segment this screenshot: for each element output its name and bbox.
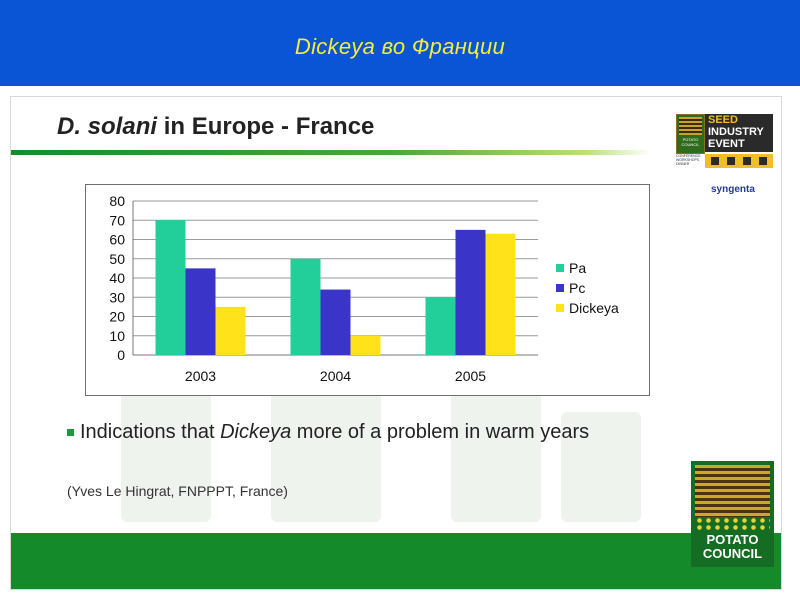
bar-chart: 0 10 20 30 40 50 60 70 80 2003 2004 2005 Pa Pc Dickeya: [109, 193, 619, 384]
banner-title: Dickeya во Франции: [294, 34, 506, 59]
chart-frame: 0 10 20 30 40 50 60 70 80 2003 2004 2005 Pa Pc Dickeya: [85, 184, 650, 396]
y-tick-label: 80: [109, 193, 125, 209]
event-tiles: [705, 154, 773, 168]
y-tick-label: 30: [109, 289, 125, 305]
slide-title-italic: D. solani: [57, 113, 158, 140]
potato-council-line1: POTATO: [706, 532, 759, 547]
y-tick-label: 20: [109, 309, 125, 325]
bullet-square-icon: [67, 429, 74, 436]
y-tick-label: 60: [109, 232, 125, 248]
y-tick-label: 50: [109, 251, 125, 267]
seed-industry-event-text: SEED INDUSTRY EVENT: [705, 114, 773, 152]
legend-swatch-dickeya: [556, 304, 564, 312]
x-tick-label: 2005: [455, 368, 486, 384]
potato-field-graphic: [695, 465, 770, 517]
slide: D. solani in Europe - France POTATO COUN…: [10, 96, 782, 590]
legend-label-pa: Pa: [569, 260, 586, 276]
bullet-text: Indications that Dickeya more of a probl…: [80, 420, 687, 445]
syngenta-logo: syngenta: [711, 184, 755, 195]
legend-label-pc: Pc: [569, 280, 585, 296]
bar-dickeya-2003: [215, 306, 246, 355]
y-tick-label: 0: [117, 347, 125, 363]
seed-line: SEED: [708, 114, 738, 126]
mini-potato-council-logo: POTATO COUNCIL: [676, 114, 705, 154]
x-tick-label: 2003: [185, 368, 216, 384]
bullet-suffix: more of a problem in warm years: [291, 421, 590, 443]
potato-council-name: POTATO COUNCIL: [691, 533, 774, 561]
potato-dots-graphic: [695, 517, 770, 531]
bullet-italic: Dickeya: [220, 421, 292, 443]
bottom-green-bar: [11, 533, 781, 589]
legend-swatch-pc: [556, 284, 564, 292]
bar-pc-2004: [320, 289, 351, 355]
bullet-prefix: Indications that: [80, 421, 221, 443]
bar-pc-2003: [185, 268, 216, 355]
mini-potato-council-label: POTATO COUNCIL: [681, 137, 700, 147]
slide-title: D. solani in Europe - France: [57, 113, 374, 141]
seed-industry-event-logo: POTATO COUNCIL SEED INDUSTRY EVENT CONFE…: [676, 114, 776, 174]
top-banner: [0, 0, 800, 86]
y-tick-label: 40: [109, 270, 125, 286]
legend-swatch-pa: [556, 264, 564, 272]
bar-pa-2005: [425, 297, 456, 355]
bar-dickeya-2005: [485, 233, 516, 355]
bar-pa-2004: [290, 258, 321, 355]
industry-line: INDUSTRY: [708, 126, 764, 138]
bar-pc-2005: [455, 229, 486, 355]
event-line: EVENT: [708, 138, 745, 150]
x-tick-label: 2004: [320, 368, 351, 384]
event-strip-text: CONFERENCE WORKSHOPS DINNER: [676, 154, 701, 166]
y-tick-label: 10: [109, 328, 125, 344]
title-rule: [11, 150, 651, 155]
bullet-point: Indications that Dickeya more of a probl…: [67, 420, 687, 445]
citation: (Yves Le Hingrat, FNPPPT, France): [67, 483, 288, 499]
slide-title-rest: in Europe - France: [157, 113, 375, 140]
y-tick-label: 70: [109, 212, 125, 228]
potato-council-line2: COUNCIL: [702, 546, 763, 561]
bar-dickeya-2004: [350, 335, 381, 355]
legend-label-dickeya: Dickeya: [569, 300, 619, 316]
bar-pa-2003: [155, 220, 186, 355]
potato-council-logo: POTATO COUNCIL: [691, 461, 774, 567]
